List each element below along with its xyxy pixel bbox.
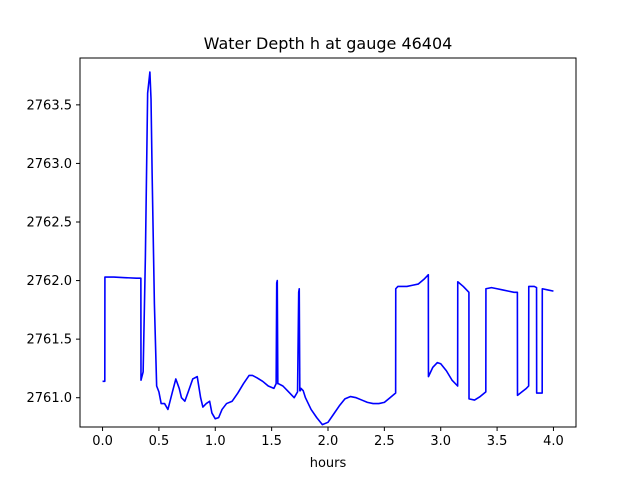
- x-axis-ticks: 0.0 0.5 1.0 1.5 2.0 2.5 3.0 3.5 4.0: [92, 427, 564, 449]
- y-tick-label: 2762.5: [27, 216, 73, 231]
- x-tick-label: 0.0: [92, 434, 113, 449]
- y-axis-ticks: 2761.0 2761.5 2762.0 2762.5 2763.0 2763.5: [27, 98, 80, 406]
- x-tick-label: 3.0: [430, 434, 451, 449]
- x-tick-label: 2.5: [374, 434, 395, 449]
- x-tick-label: 1.5: [261, 434, 282, 449]
- x-tick-label: 2.0: [318, 434, 339, 449]
- y-tick-label: 2762.0: [27, 274, 73, 289]
- plot-area: [102, 71, 554, 426]
- series-line-water-depth: [102, 71, 554, 426]
- x-axis-title: hours: [310, 456, 347, 471]
- y-tick-label: 2761.0: [27, 391, 73, 406]
- chart-title: Water Depth h at gauge 46404: [204, 34, 453, 53]
- y-tick-label: 2763.0: [27, 157, 73, 172]
- y-tick-label: 2763.5: [27, 98, 73, 113]
- plot-frame: [79, 57, 577, 428]
- x-tick-label: 0.5: [149, 434, 170, 449]
- x-tick-label: 4.0: [543, 434, 564, 449]
- x-tick-label: 3.5: [487, 434, 508, 449]
- x-tick-label: 1.0: [205, 434, 226, 449]
- y-tick-label: 2761.5: [27, 333, 73, 348]
